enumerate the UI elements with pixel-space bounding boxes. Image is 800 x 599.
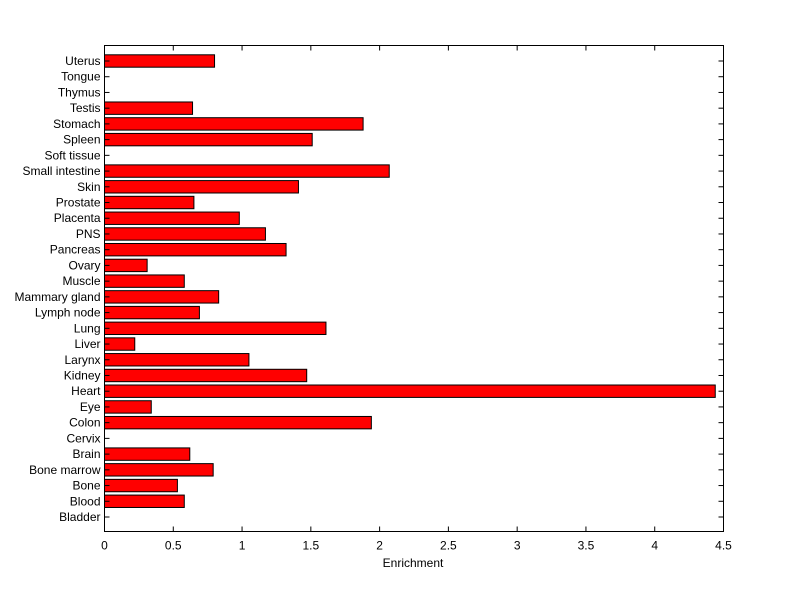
bar-stomach (104, 117, 364, 131)
bar-spleen (104, 132, 313, 147)
bar-lymph-node (104, 305, 200, 320)
x-tick-label: 0.5 (165, 539, 182, 553)
bar-pancreas (104, 242, 287, 257)
y-tick-label: Bone (72, 479, 100, 493)
x-tick-label: 2 (376, 539, 383, 553)
y-tick-label: Testis (70, 101, 101, 115)
y-tick-label: Lung (74, 321, 101, 335)
y-tick-label: Small intestine (22, 164, 100, 178)
bar-heart (104, 384, 716, 398)
x-tick-label: 1.5 (302, 539, 319, 553)
x-tick-label: 4.5 (715, 539, 732, 553)
bar-placenta (104, 211, 240, 225)
x-tick-label: 0 (101, 539, 108, 553)
y-tick-label: Colon (69, 416, 100, 430)
y-tick-label: Kidney (64, 368, 101, 382)
y-tick-label: Thymus (58, 85, 101, 99)
bar-testis (104, 101, 194, 115)
y-tick-label: Liver (74, 337, 100, 351)
y-tick-label: Ovary (68, 258, 100, 272)
y-tick-label: Prostate (56, 196, 101, 210)
bar-brain (104, 447, 191, 461)
y-tick-label: Uterus (65, 54, 100, 68)
bar-colon (104, 415, 372, 430)
bar-skin (104, 180, 299, 194)
y-tick-label: Brain (72, 447, 100, 461)
y-tick-label: Cervix (66, 431, 100, 445)
bar-prostate (104, 195, 195, 210)
bar-bone (104, 478, 178, 493)
x-tick-label: 2.5 (440, 539, 457, 553)
y-tick-label: Bone marrow (29, 463, 101, 477)
x-tick-label: 3.5 (578, 539, 595, 553)
y-tick-label: Placenta (54, 211, 101, 225)
x-tick-label: 1 (239, 539, 246, 553)
x-tick-label: 3 (514, 539, 521, 553)
bar-ovary (104, 258, 148, 273)
bar-uterus (104, 54, 216, 68)
y-tick-label: Heart (71, 384, 101, 398)
y-tick-label: Spleen (63, 133, 100, 147)
bar-larynx (104, 353, 250, 367)
y-tick-label: Larynx (64, 353, 100, 367)
y-tick-label: Blood (70, 494, 101, 508)
bar-kidney (104, 368, 308, 383)
y-tick-label: Soft tissue (44, 148, 100, 162)
y-tick-label: Muscle (62, 274, 100, 288)
bar-muscle (104, 274, 185, 288)
x-axis: 0 0.5 1 1.5 2 2.5 3 3.5 4 4.5 (101, 45, 732, 553)
x-tick-label: 4 (651, 539, 658, 553)
y-tick-label: Tongue (61, 70, 101, 84)
y-tick-label: Pancreas (50, 243, 101, 257)
y-tick-label: Mammary gland (14, 290, 100, 304)
y-tick-label: Eye (80, 400, 101, 414)
bar-bone-marrow (104, 463, 214, 477)
bar-blood (104, 494, 185, 508)
y-tick-label: Stomach (53, 117, 100, 131)
y-tick-label: Lymph node (35, 306, 101, 320)
y-tick-label: Skin (77, 180, 100, 194)
bar-pns (104, 227, 266, 241)
plot-frame (104, 45, 724, 532)
bar-small-intestine (104, 164, 390, 178)
bar-lung (104, 321, 327, 336)
x-axis-label: Enrichment (383, 556, 444, 570)
y-tick-label: Bladder (59, 510, 100, 524)
bar-eye (104, 400, 152, 414)
y-tick-label: PNS (76, 227, 101, 241)
bar-mammary-gland (104, 290, 220, 304)
